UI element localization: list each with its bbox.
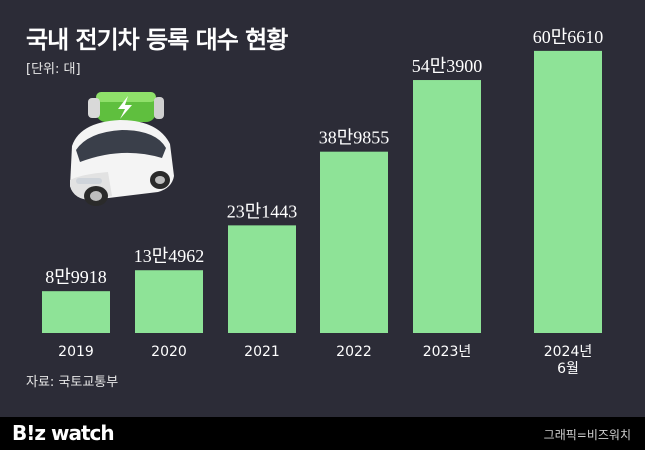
data-label-3: 23만1443 bbox=[227, 201, 298, 221]
data-label-1: 8만9918 bbox=[45, 267, 107, 287]
data-label-2: 13만4962 bbox=[134, 246, 205, 266]
graphic-credit: 그래픽=비즈워치 bbox=[543, 428, 631, 442]
bar-4 bbox=[320, 151, 388, 333]
bar-chart: 8만9918 2019 13만4962 2020 23만1443 2021 38만9855 2… bbox=[42, 27, 604, 377]
bar-3 bbox=[228, 225, 296, 333]
chart-title: 국내 전기차 등록 대수 현황 bbox=[26, 26, 288, 54]
bar-6 bbox=[534, 50, 602, 334]
data-label-5: 54만3900 bbox=[412, 56, 483, 76]
x-tick-label-2: 2020 bbox=[151, 344, 187, 360]
x-tick-label-5: 2023년 bbox=[423, 344, 472, 360]
bizwatch-logo: B!z watch bbox=[12, 421, 115, 445]
x-tick-label-4: 2022 bbox=[336, 344, 372, 360]
electric-car-illustration bbox=[70, 92, 174, 206]
bar-5 bbox=[413, 80, 481, 333]
chart-panel: 국내 전기차 등록 대수 현황 [단위: 대] 8만9918 2019 13만496… bbox=[26, 26, 604, 390]
source-note: 자료: 국토교통부 bbox=[26, 375, 119, 390]
x-tick-label-6-line-2: 6월 bbox=[557, 361, 579, 377]
footer-bar: B!z watch 그래픽=비즈워치 bbox=[0, 417, 645, 450]
x-tick-label-6-line-1: 2024년 bbox=[544, 344, 593, 360]
data-label-6: 60만6610 bbox=[533, 27, 604, 47]
x-tick-label-3: 2021 bbox=[244, 344, 280, 360]
data-label-4: 38만9855 bbox=[319, 128, 390, 148]
unit-label: [단위: 대] bbox=[26, 62, 81, 77]
x-tick-label-1: 2019 bbox=[58, 344, 94, 360]
bar-2 bbox=[135, 270, 203, 333]
bar-1 bbox=[42, 291, 110, 333]
